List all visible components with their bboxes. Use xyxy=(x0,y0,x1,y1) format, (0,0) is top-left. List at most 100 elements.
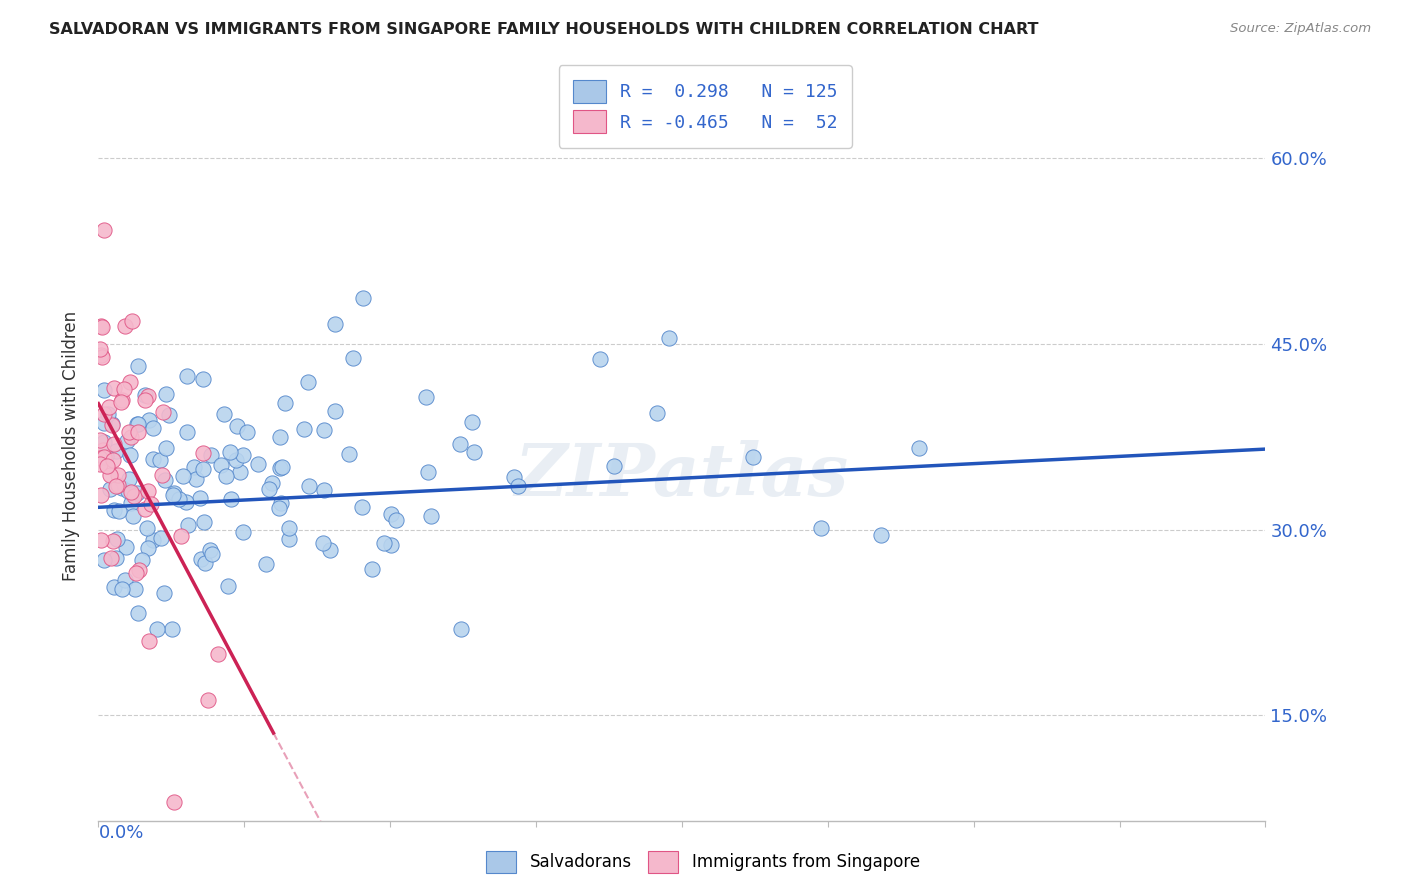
Point xyxy=(461,415,484,429)
Point xyxy=(101,417,124,431)
Point xyxy=(449,437,471,451)
Point xyxy=(603,458,626,473)
Point xyxy=(297,479,319,493)
Point xyxy=(450,622,472,636)
Point xyxy=(103,381,125,395)
Point xyxy=(93,450,115,464)
Text: Source: ZipAtlas.com: Source: ZipAtlas.com xyxy=(1230,22,1371,36)
Point xyxy=(314,483,336,497)
Point xyxy=(134,392,156,407)
Point xyxy=(152,585,174,599)
Point xyxy=(101,453,124,467)
Point xyxy=(89,343,111,357)
Point xyxy=(142,421,165,435)
Point xyxy=(89,450,111,465)
Point xyxy=(176,494,198,508)
Point xyxy=(247,457,270,471)
Point xyxy=(225,453,247,467)
Point xyxy=(342,351,364,365)
Point xyxy=(111,392,134,407)
Point xyxy=(114,319,136,334)
Point xyxy=(108,504,131,518)
Point xyxy=(380,508,402,522)
Point xyxy=(112,382,135,396)
Point xyxy=(869,527,891,541)
Point xyxy=(93,417,115,431)
Point xyxy=(97,407,120,421)
Point xyxy=(191,446,214,460)
Point xyxy=(93,435,115,450)
Point xyxy=(184,472,207,486)
Point xyxy=(742,450,765,465)
Point xyxy=(103,534,125,549)
Point xyxy=(104,479,127,493)
Point xyxy=(463,445,485,459)
Point xyxy=(193,515,215,529)
Text: 0.0%: 0.0% xyxy=(98,824,143,842)
Point xyxy=(120,485,142,500)
Point xyxy=(118,375,141,389)
Point xyxy=(352,500,374,514)
Point xyxy=(91,351,114,365)
Point xyxy=(176,425,198,439)
Point xyxy=(190,552,212,566)
Point xyxy=(146,622,169,636)
Legend: Salvadorans, Immigrants from Singapore: Salvadorans, Immigrants from Singapore xyxy=(479,845,927,880)
Point xyxy=(176,369,198,384)
Point xyxy=(142,451,165,466)
Point xyxy=(101,418,124,433)
Point xyxy=(122,489,145,503)
Point xyxy=(138,634,160,648)
Point xyxy=(212,407,235,421)
Point xyxy=(90,487,112,501)
Point xyxy=(152,405,174,419)
Point xyxy=(162,488,184,502)
Point xyxy=(89,433,111,447)
Point xyxy=(100,551,122,566)
Point xyxy=(201,547,224,561)
Point xyxy=(94,449,117,463)
Point xyxy=(297,375,319,389)
Point xyxy=(138,412,160,426)
Point xyxy=(177,517,200,532)
Point xyxy=(93,223,115,237)
Point xyxy=(127,606,149,620)
Point xyxy=(194,556,217,570)
Point xyxy=(200,448,222,462)
Point xyxy=(136,521,159,535)
Point xyxy=(172,469,194,483)
Point xyxy=(103,437,125,451)
Point xyxy=(148,452,170,467)
Point xyxy=(209,458,232,472)
Point xyxy=(232,525,254,540)
Point xyxy=(269,461,291,475)
Point xyxy=(153,474,176,488)
Point xyxy=(508,479,530,493)
Point xyxy=(229,465,252,479)
Point xyxy=(141,533,163,547)
Point xyxy=(232,448,254,462)
Point xyxy=(420,508,443,523)
Point xyxy=(188,491,211,505)
Point xyxy=(121,314,143,328)
Point xyxy=(98,483,121,497)
Point xyxy=(270,496,292,510)
Point xyxy=(157,408,180,422)
Point xyxy=(117,483,139,498)
Point xyxy=(136,388,159,402)
Point xyxy=(124,582,146,596)
Point xyxy=(107,532,129,546)
Point xyxy=(98,400,121,414)
Point xyxy=(292,422,315,436)
Point xyxy=(325,404,347,418)
Point xyxy=(128,563,150,577)
Point xyxy=(163,795,186,809)
Point xyxy=(107,467,129,482)
Point xyxy=(122,508,145,523)
Point xyxy=(120,430,142,444)
Point xyxy=(323,318,346,332)
Point xyxy=(207,647,229,661)
Point xyxy=(277,521,299,535)
Point xyxy=(103,503,125,517)
Point xyxy=(107,477,129,491)
